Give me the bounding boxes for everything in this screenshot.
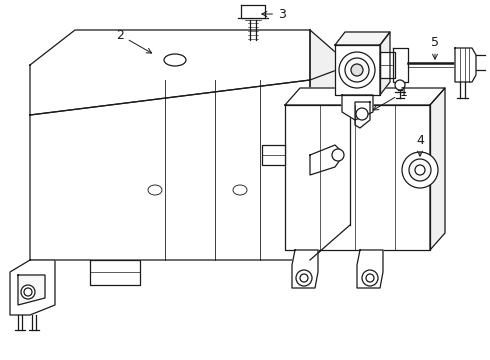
Polygon shape	[10, 260, 55, 315]
Polygon shape	[380, 52, 395, 78]
Text: 1: 1	[373, 86, 408, 110]
Polygon shape	[335, 32, 390, 45]
Polygon shape	[310, 145, 340, 175]
Circle shape	[402, 152, 438, 188]
Circle shape	[296, 270, 312, 286]
Polygon shape	[30, 80, 310, 260]
Polygon shape	[380, 32, 390, 95]
Ellipse shape	[164, 54, 186, 66]
Circle shape	[332, 149, 344, 161]
Polygon shape	[335, 45, 380, 95]
Text: 4: 4	[416, 134, 424, 156]
Circle shape	[395, 80, 405, 90]
Polygon shape	[310, 30, 350, 260]
Polygon shape	[262, 145, 285, 165]
Text: 5: 5	[431, 36, 439, 59]
Polygon shape	[342, 95, 373, 120]
Polygon shape	[430, 88, 445, 250]
Circle shape	[351, 64, 363, 76]
Circle shape	[356, 108, 368, 120]
Polygon shape	[30, 30, 310, 115]
Ellipse shape	[233, 185, 247, 195]
Polygon shape	[357, 250, 383, 288]
Polygon shape	[285, 88, 445, 105]
Text: 3: 3	[262, 8, 286, 21]
Circle shape	[24, 288, 32, 296]
Circle shape	[366, 274, 374, 282]
Polygon shape	[393, 48, 408, 82]
Polygon shape	[241, 5, 265, 18]
Circle shape	[21, 285, 35, 299]
Polygon shape	[285, 105, 430, 250]
Polygon shape	[90, 260, 140, 285]
Circle shape	[339, 52, 375, 88]
Circle shape	[415, 165, 425, 175]
Circle shape	[300, 274, 308, 282]
Ellipse shape	[148, 185, 162, 195]
Polygon shape	[455, 48, 476, 82]
Circle shape	[345, 58, 369, 82]
Polygon shape	[18, 275, 45, 305]
Polygon shape	[292, 250, 318, 288]
Polygon shape	[355, 102, 370, 128]
Text: 2: 2	[116, 28, 151, 53]
Circle shape	[409, 159, 431, 181]
Circle shape	[362, 270, 378, 286]
